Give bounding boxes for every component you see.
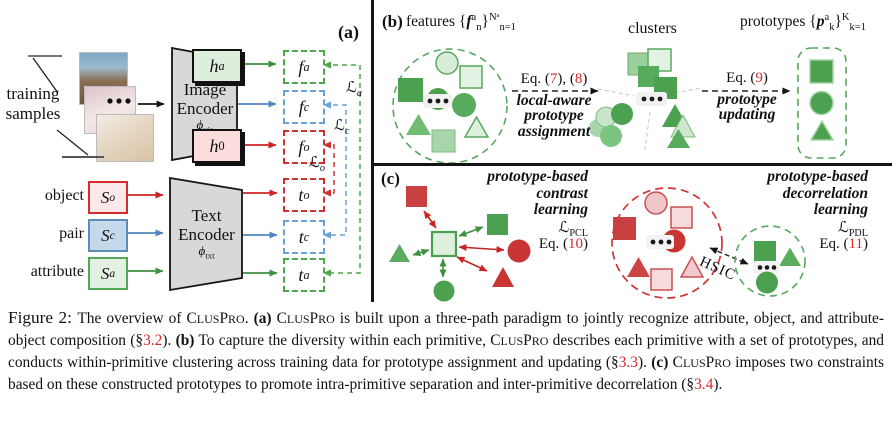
- attr-prototype-cluster: [611, 187, 723, 299]
- text-encoder-phi: ϕtxt: [198, 243, 215, 261]
- panel-divider-vertical: [371, 0, 374, 302]
- panel-divider-horizontal: [371, 163, 892, 166]
- input-label-attribute: attribute: [30, 263, 84, 280]
- prototypes-label: prototypes {pak}Kk=1: [740, 11, 867, 34]
- training-samples-label-1: training: [6, 84, 60, 103]
- updating-line-1: prototype: [717, 90, 777, 108]
- training-samples-ellipsis-icon: [107, 98, 131, 104]
- pdl-line-3: learning: [813, 201, 868, 218]
- loss-bracket-pair: [323, 101, 347, 239]
- visual-output-arrows: [238, 60, 277, 149]
- pcl-line-3: learning: [533, 201, 588, 218]
- cluster-separators: [597, 87, 703, 151]
- loss-bracket-object: [323, 141, 335, 197]
- input-label-object: object: [44, 187, 84, 204]
- training-samples-label-2: samples: [5, 104, 61, 123]
- pcl-line-1: prototype-based: [487, 168, 588, 185]
- cluster-shapes: [589, 48, 696, 148]
- diagram-graphics: [28, 46, 847, 302]
- panel-b-tag: (b): [382, 12, 403, 31]
- training-photo-cat: [96, 114, 154, 162]
- pcl-loss-label: ℒPCL: [558, 217, 589, 239]
- image-encoder-line1: Image: [183, 80, 227, 99]
- pdl-eq-ref: Eq. (11): [819, 236, 868, 252]
- clusters-label: clusters: [628, 20, 677, 37]
- pcl-line-2: contrast: [536, 184, 588, 202]
- pdl-line-2: decorrelation: [782, 184, 868, 202]
- loss-label-obj: ℒo: [309, 153, 325, 174]
- features-label: features {fan}Nᵃn=1: [406, 11, 516, 34]
- updating-line-2: updating: [718, 106, 776, 123]
- loss-label-attr: ℒa: [346, 78, 362, 99]
- panel-a-tag: (a): [338, 22, 359, 42]
- image-encoder-line2: Encoder: [176, 99, 234, 118]
- text-encoder-line2: Encoder: [178, 225, 235, 244]
- pdl-line-1: prototype-based: [767, 168, 868, 185]
- panel-c-tag: (c): [381, 169, 400, 188]
- updating-step: Eq. (9) prototype updating: [704, 70, 790, 123]
- pdl-loss-label: ℒPDL: [837, 217, 868, 239]
- prototype-shapes: [809, 59, 835, 141]
- assignment-line-2: prototype: [524, 107, 584, 124]
- text-encoder-shape: [169, 176, 243, 292]
- pcl-attract-arrows: [412, 226, 484, 278]
- prototypes-box: [797, 47, 847, 159]
- pcl-shapes: [389, 186, 531, 302]
- updating-eq-ref: Eq. (9): [726, 70, 768, 86]
- text-output-arrows: [243, 189, 278, 277]
- assignment-line-3: assignment: [517, 122, 591, 140]
- loss-label-pair: ℒc: [334, 116, 350, 137]
- loss-bracket-attribute: [323, 61, 361, 277]
- training-bracket: [28, 55, 104, 158]
- assignment-eq-ref: Eq. (7), (8): [520, 71, 588, 87]
- pdl-text-block: prototype-based decorrelation learning ℒ…: [716, 168, 868, 253]
- obj-prototype-cluster: [734, 225, 806, 297]
- attr-cluster-shapes: [613, 191, 705, 291]
- figure-caption: Figure 2: The overview of CLUSPRO. (a) C…: [8, 308, 884, 394]
- input-label-pair: pair: [59, 225, 84, 242]
- image-encoder-label: Image Encoder ϕvis: [172, 80, 238, 134]
- text-encoder-line1: Text: [191, 206, 222, 225]
- hsic-arrow: [709, 247, 749, 265]
- pcl-eq-ref: Eq. (10): [538, 236, 588, 252]
- text-encoder-label: Text Encoder ϕtxt: [170, 206, 243, 261]
- pcl-repel-arrows: [423, 210, 505, 272]
- assignment-line-1: local-aware: [516, 91, 592, 109]
- assignment-step: Eq. (7), (8) local-aware prototype assig…: [508, 71, 600, 140]
- obj-cluster-shapes: [753, 241, 801, 294]
- figure-2-diagram: (a) training samples Image Encoder ϕvis …: [5, 0, 892, 302]
- text-input-arrows: [125, 191, 164, 275]
- feature-shapes: [398, 51, 490, 153]
- pcl-text-block: prototype-based contrast learning ℒPCL E…: [436, 168, 589, 253]
